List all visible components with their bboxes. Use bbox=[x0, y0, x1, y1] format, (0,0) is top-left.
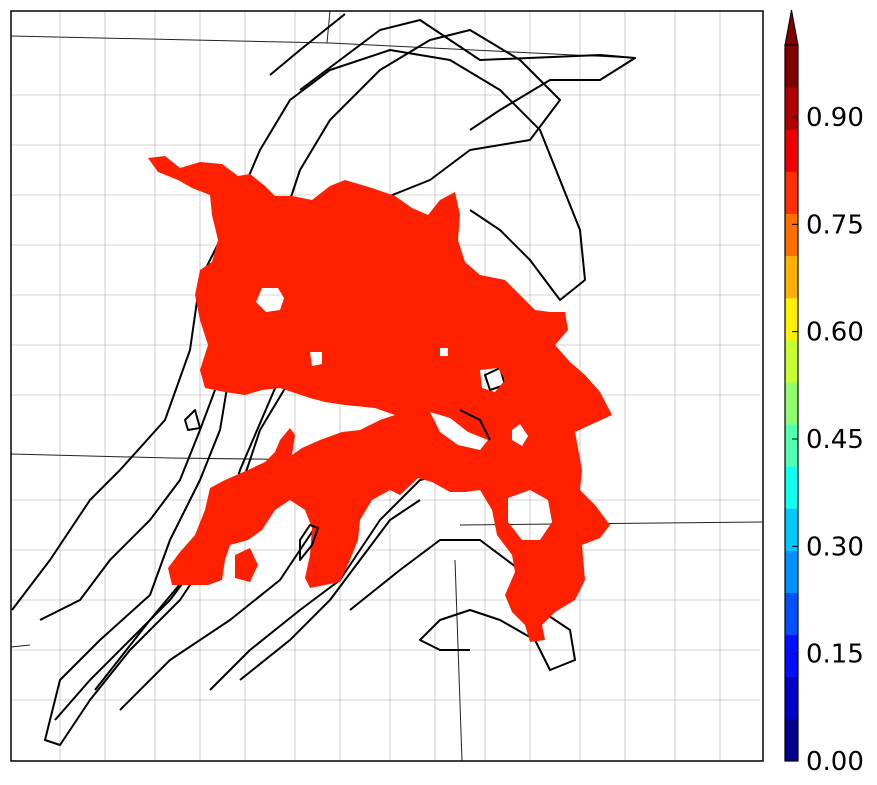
map-border bbox=[10, 10, 764, 762]
probability-region bbox=[148, 156, 612, 642]
